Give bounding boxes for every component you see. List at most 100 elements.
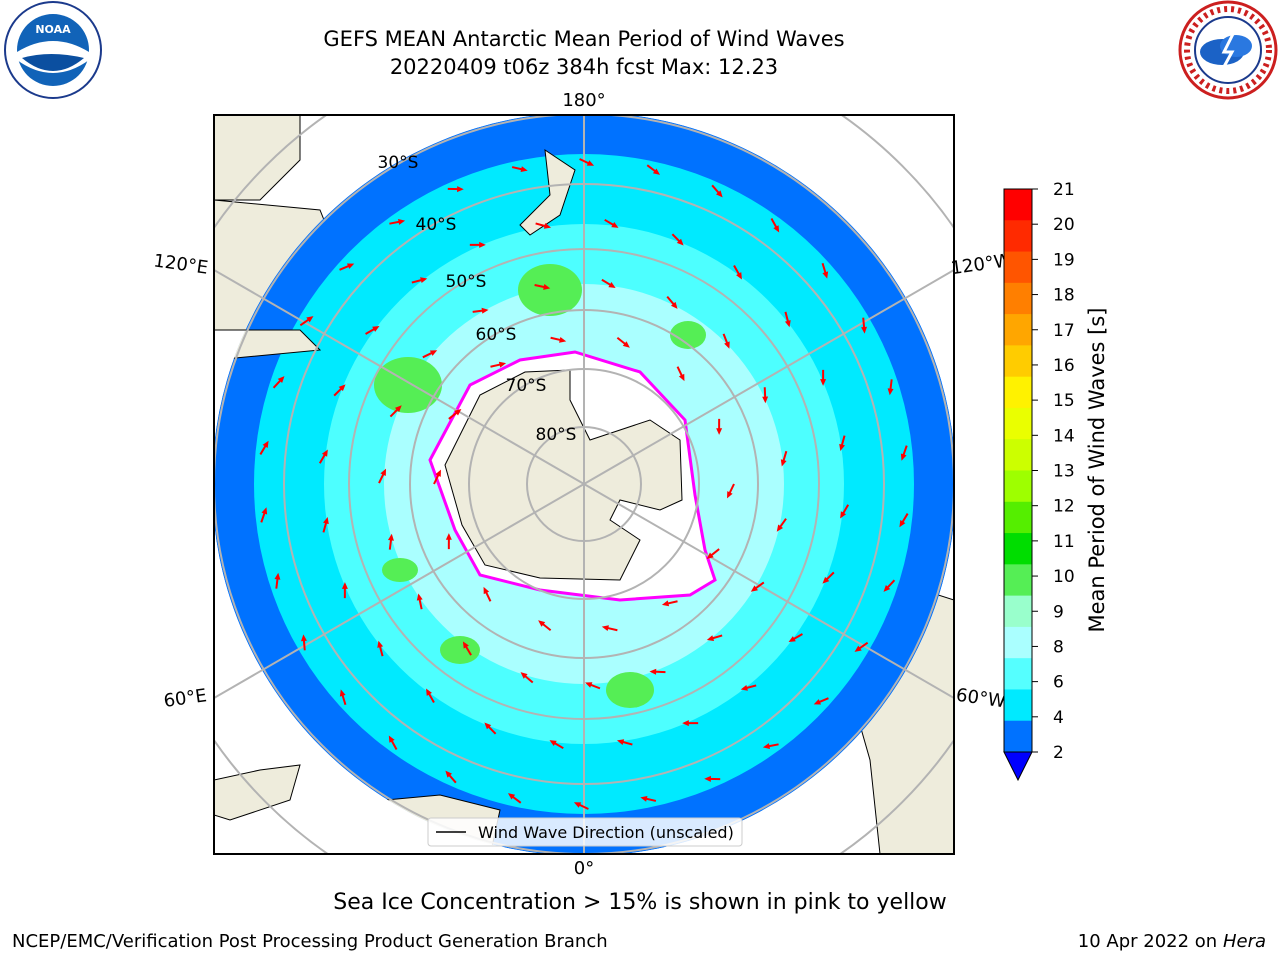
- wave-arrow-head: [388, 735, 395, 743]
- wave-arrow-head: [649, 668, 657, 675]
- colorbar-segment: [1004, 407, 1032, 440]
- wave-arrow-head: [520, 672, 528, 679]
- colorbar-segment: [1004, 282, 1032, 315]
- colorbar-segment: [1004, 501, 1032, 534]
- wave-arrow-head: [716, 428, 723, 435]
- colorbar-segment: [1004, 376, 1032, 409]
- wave-arrow-head: [773, 225, 780, 233]
- wave-arrow-head: [462, 641, 469, 649]
- colorbar-tick-label: 2: [1053, 743, 1064, 763]
- wave-arrow-head: [481, 307, 489, 314]
- wave-arrow-head: [274, 572, 281, 580]
- wave-arrow-head: [426, 688, 432, 696]
- lat-label-80s: 80°S: [536, 425, 577, 445]
- colorbar-segment: [1004, 595, 1032, 628]
- colorbar-segment: [1004, 470, 1032, 503]
- wave-arrow-head: [840, 511, 847, 519]
- colorbar-tick-label: 16: [1053, 356, 1075, 376]
- wave-arrow-head: [900, 453, 907, 461]
- lon-label-180: 180°: [562, 90, 605, 111]
- sea-ice-caption: Sea Ice Concentration > 15% is shown in …: [333, 890, 947, 915]
- chart-subtitle: 20220409 t06z 384h fcst Max: 12.23: [389, 55, 779, 79]
- colorbar-segment: [1004, 439, 1032, 471]
- wave-arrow-head: [507, 793, 516, 800]
- wave-arrow-head: [479, 241, 486, 248]
- colorbar-tick-label: 12: [1053, 497, 1075, 517]
- wave-arrow-head: [277, 376, 285, 383]
- footer-date: 10 Apr 2022 on: [1077, 931, 1218, 952]
- lon-label-0: 0°: [574, 858, 594, 879]
- wave-arrow-head: [483, 586, 490, 595]
- wave-arrow-head: [435, 469, 441, 477]
- colorbar-segment: [1004, 626, 1032, 659]
- colorbar-tick-label: 21: [1053, 180, 1075, 200]
- wave-arrow-head: [861, 326, 868, 334]
- wave-arrow-head: [784, 320, 791, 328]
- wave-arrow-head: [454, 408, 462, 416]
- wave-arrow-head: [716, 190, 723, 198]
- wave-arrow-head: [704, 775, 711, 782]
- wave-arrow-head: [736, 272, 742, 280]
- wave-arrow-head: [398, 218, 406, 225]
- wave-arrow-head: [822, 576, 830, 584]
- lon-label-60w: 60°W: [955, 685, 1007, 713]
- wave-arrow-head: [780, 459, 787, 467]
- wave-arrow-head: [854, 645, 862, 652]
- colorbar-tick-label: 6: [1053, 673, 1064, 693]
- wave-arrow-head: [601, 625, 609, 632]
- wave-arrow-head: [724, 341, 730, 349]
- colorbar-segment: [1004, 533, 1032, 565]
- wave-arrow-head: [762, 743, 770, 750]
- colorbar-segment: [1004, 189, 1032, 221]
- wave-arrow-head: [559, 336, 567, 343]
- wave-arrow-head: [341, 582, 348, 589]
- wave-arrow-head: [429, 350, 438, 356]
- wave-arrow-head: [585, 682, 593, 688]
- wave-arrow-head: [706, 635, 715, 641]
- wave-arrow-head: [394, 405, 402, 413]
- lat-label-70s: 70°S: [506, 376, 547, 396]
- wave-arrow-head: [661, 600, 670, 607]
- wave-arrow-head: [608, 281, 616, 288]
- noaa-logo-text: NOAA: [35, 23, 71, 36]
- wave-arrow-head: [380, 468, 387, 476]
- colorbar-tick-label: 11: [1053, 532, 1075, 552]
- wave-arrow-head: [543, 223, 552, 229]
- wave-arrow-head: [549, 740, 557, 747]
- wave-arrow-head: [420, 277, 428, 284]
- colorbar-tick-label: 18: [1053, 286, 1075, 306]
- wave-arrow-head: [323, 516, 329, 525]
- lon-label-120e: 120°E: [152, 250, 209, 278]
- wave-arrow-head: [899, 520, 906, 528]
- wave-arrow-head: [776, 524, 784, 532]
- wave-arrow-head: [616, 739, 625, 745]
- colorbar-tick-label: 20: [1053, 215, 1075, 235]
- footer-credit: NCEP/EMC/Verification Post Processing Pr…: [12, 931, 608, 952]
- wind-wave-arrows: [259, 158, 909, 810]
- wave-arrow-head: [820, 379, 827, 386]
- colorbar-segment: [1004, 564, 1032, 597]
- colorbar-tick-label: 15: [1053, 391, 1075, 411]
- lat-label-40s: 40°S: [416, 215, 457, 235]
- wave-arrow-head: [676, 238, 684, 246]
- colorbar-tick-label: 8: [1053, 637, 1064, 657]
- wave-arrow-head: [387, 533, 394, 541]
- wave-arrow-head: [372, 326, 380, 332]
- chart-title: GEFS MEAN Antarctic Mean Period of Wind …: [323, 27, 845, 51]
- colorbar-tick-label: 9: [1053, 602, 1064, 622]
- lon-label-60e: 60°E: [162, 685, 208, 712]
- wave-arrow-head: [640, 795, 648, 802]
- lat-label-60s: 60°S: [476, 325, 517, 345]
- wave-arrow-head: [586, 160, 595, 166]
- colorbar-segment: [1004, 251, 1032, 284]
- wave-arrow-head: [538, 620, 546, 627]
- colorbar-tick-label: 14: [1053, 426, 1075, 446]
- colorbar-tick-label: 13: [1053, 462, 1075, 482]
- wave-arrow-head: [622, 341, 630, 348]
- wave-arrow-head: [670, 301, 678, 309]
- wave-arrow-head: [339, 689, 346, 697]
- colorbar-tick-label: 19: [1053, 250, 1075, 270]
- wave-arrow-head: [839, 443, 845, 452]
- lat-label-50s: 50°S: [446, 272, 487, 292]
